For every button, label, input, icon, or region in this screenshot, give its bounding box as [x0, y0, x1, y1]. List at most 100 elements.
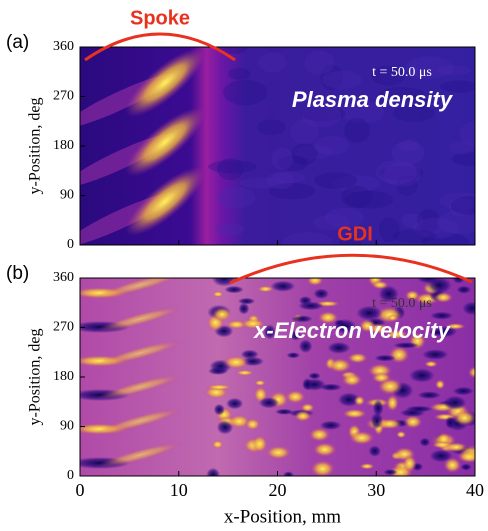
x-tick-label: 0 [76, 480, 85, 500]
time-label: t = 50.0 μs [372, 296, 432, 311]
texture [244, 418, 261, 431]
texture [396, 430, 407, 439]
texture [237, 297, 256, 305]
heatmap-bg [80, 278, 475, 476]
texture [224, 285, 244, 294]
texture [228, 414, 251, 429]
texture [301, 102, 342, 128]
texture [298, 301, 324, 311]
texture [240, 318, 266, 330]
texture [327, 341, 351, 354]
texture [256, 285, 275, 293]
texture [327, 357, 352, 373]
texture [385, 329, 409, 340]
texture [332, 175, 381, 192]
x-tick-label: 30 [367, 480, 385, 500]
texture [456, 285, 472, 294]
texture [368, 445, 381, 457]
texture [433, 291, 454, 303]
texture [319, 420, 342, 430]
texture [285, 390, 306, 404]
texture [436, 65, 471, 76]
texture [319, 383, 342, 391]
texture [398, 139, 420, 152]
texture [345, 190, 394, 209]
texture [347, 352, 368, 364]
y-tick-label: 360 [53, 270, 74, 285]
texture [226, 397, 244, 410]
texture [457, 450, 475, 463]
texture [317, 311, 339, 325]
texture [450, 196, 475, 216]
texture [378, 217, 400, 242]
texture [419, 437, 431, 447]
texture [222, 355, 250, 370]
texture [251, 434, 268, 453]
texture [378, 87, 426, 102]
texture [383, 469, 398, 476]
y-tick-label: 90 [60, 188, 74, 203]
texture [266, 171, 295, 190]
texture [289, 119, 319, 145]
texture [341, 185, 373, 208]
texture [283, 471, 294, 476]
texture [421, 232, 470, 245]
texture [462, 301, 475, 316]
texture [429, 328, 445, 337]
texture [378, 165, 424, 180]
texture [300, 105, 346, 122]
texture [375, 160, 418, 185]
texture [208, 160, 257, 174]
x-tick-label: 10 [170, 480, 188, 500]
y-tick-label: 180 [53, 369, 74, 384]
texture [416, 278, 441, 284]
texture [372, 399, 384, 417]
texture [258, 52, 287, 73]
texture [312, 214, 350, 231]
texture [308, 372, 321, 380]
texture [339, 235, 362, 245]
streak [96, 407, 184, 435]
texture [324, 207, 364, 228]
streak [96, 305, 184, 333]
texture [460, 463, 472, 471]
texture [302, 377, 313, 391]
texture [378, 285, 399, 303]
texture [212, 291, 224, 298]
texture [349, 430, 375, 445]
texture [235, 369, 255, 376]
texture [396, 174, 418, 196]
texture [313, 288, 329, 299]
y-tick-label: 180 [53, 138, 74, 153]
texture [405, 405, 433, 413]
texture [383, 162, 421, 187]
x-tick-label: 20 [269, 480, 287, 500]
texture [371, 280, 389, 290]
texture [444, 323, 466, 330]
texture [405, 56, 454, 80]
y-tick-label: 360 [53, 39, 74, 54]
texture [283, 232, 333, 245]
texture [320, 64, 343, 91]
texture [300, 403, 315, 413]
texture [268, 182, 316, 200]
texture [308, 427, 331, 442]
texture [228, 68, 251, 80]
texture [265, 445, 292, 460]
texture [451, 151, 475, 167]
texture [310, 459, 336, 476]
texture [392, 104, 435, 122]
x-axis-label: x-Position, mm [224, 506, 341, 527]
texture [443, 395, 467, 410]
y-tick-label: 0 [67, 237, 74, 252]
y-axis-label: y-Position, deg [27, 329, 44, 426]
texture [402, 454, 417, 473]
panel-label: (b) [6, 263, 29, 284]
annotation-arc [84, 32, 236, 62]
streak [125, 107, 205, 177]
heatmap-image [80, 278, 475, 476]
texture [435, 379, 446, 390]
texture [341, 101, 385, 124]
texture [342, 408, 368, 419]
texture [374, 354, 396, 362]
